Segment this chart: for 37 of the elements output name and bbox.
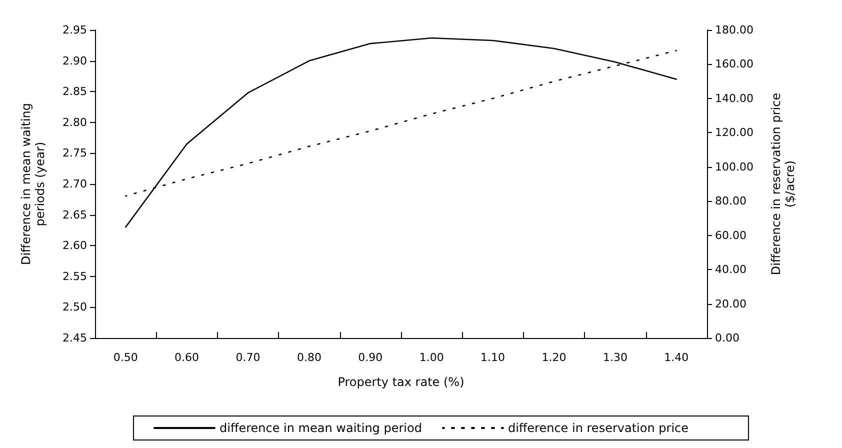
legend-label: difference in reservation price (508, 421, 689, 435)
x-tick-label: 1.10 (480, 351, 506, 364)
y-tick-label: 2.60 (62, 239, 87, 252)
x-tick-label: 0.80 (296, 351, 322, 364)
y-tick-label: 2.90 (62, 54, 87, 68)
x-tick-label: 1.00 (419, 351, 444, 364)
x-tick-label: 0.60 (174, 351, 200, 364)
x-axis-title: Property tax rate (%) (338, 375, 464, 389)
y2-tick-label: 80.00 (715, 194, 746, 208)
y2-tick-label: 160.00 (715, 58, 754, 71)
y2-axis-title: Difference in reservation price ($/acre) (769, 92, 797, 276)
y2-tick-label: 40.00 (715, 263, 746, 276)
y2-tick-label: 0.00 (715, 332, 740, 344)
y-tick-label: 2.75 (62, 146, 87, 160)
y2-tick-label: 100.00 (715, 160, 754, 174)
x-tick-label: 1.20 (542, 351, 566, 364)
y2-tick-label: 20.00 (715, 297, 746, 310)
y-tick-label: 2.80 (62, 116, 87, 129)
y-tick-label: 2.95 (62, 24, 87, 36)
x-tick-label: 0.70 (236, 351, 260, 364)
y-tick-label: 2.50 (62, 300, 87, 314)
y2-tick-label: 180.00 (715, 24, 754, 36)
y2-tick-label: 140.00 (715, 92, 754, 105)
y-tick-label: 2.45 (62, 332, 87, 344)
line-series (124, 37, 678, 228)
legend-label: difference in mean waiting period (219, 421, 422, 435)
y-tick-label: 2.65 (62, 208, 87, 222)
y2-tick-label: 120.00 (715, 126, 754, 140)
x-tick-label: 0.50 (113, 351, 138, 364)
x-tick-label: 1.30 (602, 351, 628, 364)
y-tick-label: 2.70 (62, 178, 87, 190)
x-tick-label: 1.40 (664, 351, 689, 364)
y2-tick-label: 60.00 (715, 228, 746, 242)
y-tick-label: 2.55 (62, 270, 87, 283)
y-axis-title: Difference in mean waiting periods (year) (19, 102, 47, 266)
x-tick-label: 0.90 (358, 351, 383, 364)
y-tick-label: 2.85 (62, 85, 87, 98)
